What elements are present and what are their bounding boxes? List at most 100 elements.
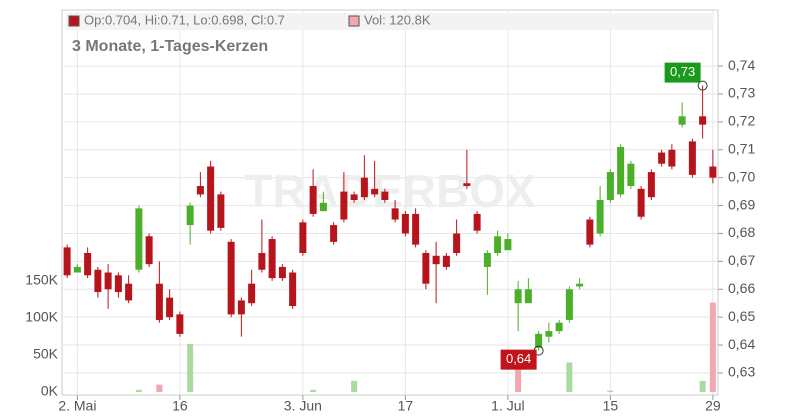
y-tick-label: 0,72 xyxy=(728,113,755,129)
candle-body xyxy=(207,166,215,231)
price-header: Op:0.704, Hi:0.71, Lo:0.698, Cl:0.7 xyxy=(84,12,285,27)
candle-body xyxy=(176,314,184,334)
y-tick-label: 0,65 xyxy=(728,308,755,324)
candle-body xyxy=(401,213,409,234)
y2-tick-label: 150K xyxy=(25,272,58,288)
candle-body xyxy=(309,186,317,214)
candle-body xyxy=(514,289,522,304)
candle-body xyxy=(688,141,696,175)
volume-bar xyxy=(156,384,163,393)
candle-body xyxy=(524,289,532,304)
candle-body xyxy=(627,163,635,187)
y-tick-label: 0,71 xyxy=(728,140,755,156)
y-tick-label: 0,66 xyxy=(728,280,755,296)
y-tick-label: 0,74 xyxy=(728,57,755,73)
candle-body xyxy=(237,300,245,315)
annotation-label: 0,73 xyxy=(670,64,695,79)
volume-bar xyxy=(187,343,194,393)
y2-tick-label: 100K xyxy=(25,309,58,325)
candle-body xyxy=(391,208,399,220)
volume-header: Vol: 120.8K xyxy=(364,12,431,27)
subtitle: 3 Monate, 1-Tages-Kerzen xyxy=(72,38,268,55)
candle-body xyxy=(668,149,676,167)
volume-bar xyxy=(566,362,573,393)
candle-body xyxy=(227,241,235,315)
candle-body xyxy=(125,283,133,301)
volume-icon xyxy=(348,15,360,27)
candle-body xyxy=(709,166,717,178)
x-tick-label: 29 xyxy=(705,398,721,414)
candle-body xyxy=(442,255,450,267)
candle-body xyxy=(248,283,256,304)
candle-body xyxy=(63,247,71,276)
volume-bar xyxy=(515,368,522,393)
candle-body xyxy=(319,202,327,212)
x-tick-label: 15 xyxy=(603,398,619,414)
annotation-label: 0,64 xyxy=(506,351,531,366)
y-tick-label: 0,69 xyxy=(728,196,755,212)
candle-body xyxy=(73,266,81,273)
candle-body xyxy=(494,236,502,253)
candle-body xyxy=(350,194,358,200)
header-bar xyxy=(66,13,714,30)
x-tick-label: 3. Jun xyxy=(284,398,322,414)
candle-body xyxy=(647,172,655,198)
candle-body xyxy=(330,225,338,242)
watermark: TRADERBOX xyxy=(244,165,536,217)
candle-body xyxy=(145,236,153,265)
volume-bar xyxy=(699,380,706,393)
candle-body xyxy=(155,283,163,320)
candle-body xyxy=(422,252,430,284)
candle-body xyxy=(94,269,102,293)
y-tick-label: 0,67 xyxy=(728,252,755,268)
candle-body xyxy=(483,252,491,267)
plot-frame xyxy=(61,9,719,396)
candle-body xyxy=(658,152,666,164)
candle-body xyxy=(381,191,389,200)
candle-body xyxy=(196,186,204,195)
y-tick-label: 0,68 xyxy=(728,224,755,240)
candle-body xyxy=(299,222,307,253)
volume-bar xyxy=(607,390,614,393)
candle-body xyxy=(371,188,379,195)
candle-body xyxy=(360,177,368,198)
candle-body xyxy=(586,219,594,245)
candle-body xyxy=(596,199,604,234)
annotation-box xyxy=(664,62,701,83)
annotation-marker xyxy=(697,80,708,91)
candle-body xyxy=(678,116,686,125)
volume-bar xyxy=(351,380,358,393)
x-tick-label: 2. Mai xyxy=(58,398,96,414)
y-tick-label: 0,64 xyxy=(728,336,755,352)
x-tick-label: 17 xyxy=(398,398,414,414)
candle-body xyxy=(217,194,225,228)
y-tick-label: 0,70 xyxy=(728,168,755,184)
candle-body xyxy=(463,183,471,187)
candle-body xyxy=(617,146,625,195)
candle-body xyxy=(166,297,174,318)
candle-body xyxy=(268,239,276,279)
x-tick-label: 1. Jul xyxy=(491,398,524,414)
candle-body xyxy=(555,322,563,332)
y-tick-label: 0,73 xyxy=(728,85,755,101)
candle-body xyxy=(186,205,194,226)
candle-body xyxy=(412,213,420,245)
candle-body xyxy=(432,255,440,265)
x-tick-label: 16 xyxy=(172,398,188,414)
volume-bar xyxy=(709,302,716,393)
y2-tick-label: 0K xyxy=(41,383,59,399)
candle-body xyxy=(258,252,266,270)
candle-body xyxy=(535,333,543,348)
candle-body xyxy=(84,252,92,276)
candle-body xyxy=(340,191,348,220)
candle-body xyxy=(104,272,112,290)
candle-body xyxy=(606,172,614,200)
candle-body xyxy=(135,208,143,270)
candle-body xyxy=(637,188,645,217)
candle-body xyxy=(545,331,553,337)
annotation-box xyxy=(500,349,537,370)
candle-body xyxy=(473,213,481,231)
price-icon xyxy=(68,15,80,27)
candle-body xyxy=(565,289,573,320)
